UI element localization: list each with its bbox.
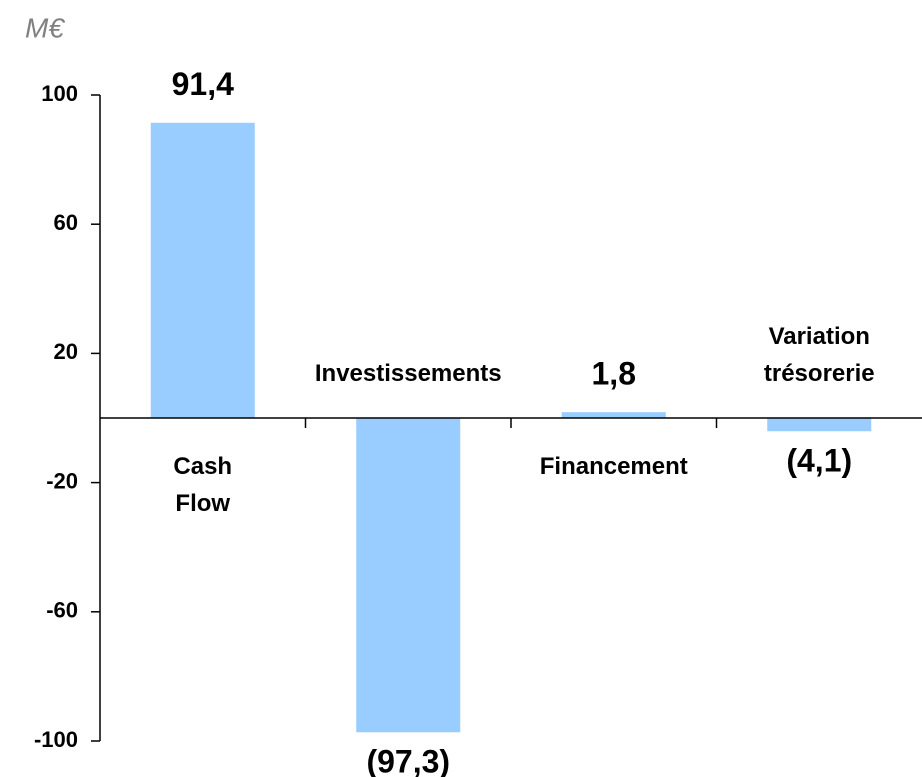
x-tick-label: Variation trésorerie	[764, 323, 875, 387]
y-axis-unit: M€	[25, 12, 65, 43]
x-tick-label: Financement	[540, 453, 688, 480]
x-tick-label: Investissements	[315, 360, 502, 387]
label-line: Investissements	[315, 360, 502, 387]
value-label: (4,1)	[786, 443, 852, 479]
label-line: trésorerie	[764, 360, 875, 387]
label-line: Cash	[173, 453, 232, 480]
label-line: Flow	[175, 490, 230, 517]
y-tick-label: 60	[54, 210, 78, 235]
value-label: 1,8	[592, 356, 636, 392]
bar	[561, 412, 666, 418]
bar	[767, 418, 872, 432]
y-tick-label: -60	[46, 598, 78, 623]
bar	[150, 122, 255, 418]
y-tick-label: -20	[46, 468, 78, 493]
y-tick-label: -100	[34, 727, 78, 752]
x-tick-label: Cash Flow	[173, 453, 232, 517]
y-tick-label: 100	[41, 81, 78, 106]
y-tick-label: 20	[54, 339, 78, 364]
value-label: (97,3)	[366, 744, 450, 777]
label-line: Variation	[769, 323, 870, 350]
bar	[356, 418, 461, 733]
value-label: 91,4	[172, 66, 234, 102]
label-line: Financement	[540, 453, 688, 480]
